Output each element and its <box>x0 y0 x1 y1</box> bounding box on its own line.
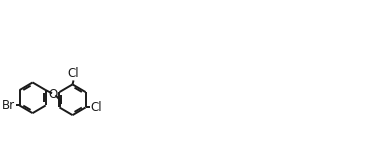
Text: Cl: Cl <box>68 67 79 80</box>
Text: Br: Br <box>2 99 15 112</box>
Text: Cl: Cl <box>91 101 102 114</box>
Text: O: O <box>49 88 58 101</box>
